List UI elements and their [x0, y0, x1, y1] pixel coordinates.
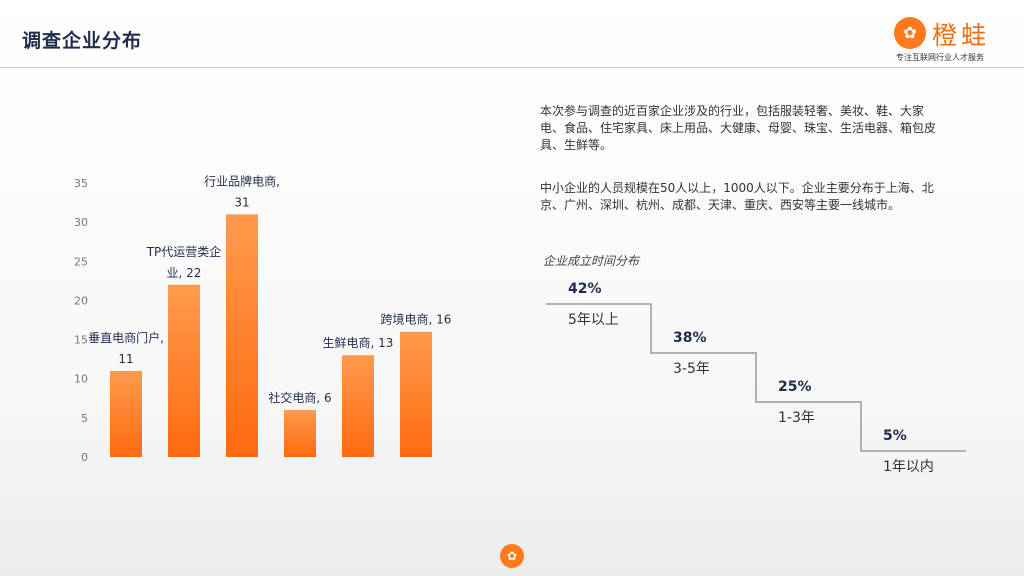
y-tick-label: 15 [74, 334, 88, 347]
bar-data-label: 生鲜电商, 13 [323, 335, 394, 350]
step-percent: 42% [568, 281, 602, 297]
y-tick-label: 5 [81, 412, 88, 425]
bar-data-label: 社交电商, 6 [268, 390, 331, 405]
industry-bar-chart: 0 5 10 15 20 25 30 35 垂直电商门户, 11 TP代运营类企 业, 22 行业品牌电… [60, 170, 480, 470]
bar-2 [226, 214, 258, 457]
bar-4 [342, 355, 374, 457]
bar-data-label: 垂直电商门户, [88, 330, 164, 345]
lotus-logo-icon: ✿ [894, 17, 926, 49]
logo-name: 橙蛙 [932, 21, 991, 50]
step-percent: 25% [778, 379, 812, 395]
y-tick-label: 20 [74, 294, 88, 307]
bar-data-label: TP代运营类企 [146, 244, 222, 259]
y-tick-label: 10 [74, 373, 88, 386]
bar-0 [110, 370, 142, 457]
bar-data-label: 31 [234, 195, 249, 209]
y-tick-label: 0 [81, 451, 88, 464]
bar-data-label: 行业品牌电商, [204, 173, 280, 188]
bar-data-label: 业, 22 [167, 266, 202, 280]
brand-logo: ✿ 橙蛙 专注互联网行业人才服务 [894, 14, 1004, 64]
bar-5 [400, 331, 432, 457]
founding-time-step-chart: 42% 5年以上 38% 3-5年 25% 1-3年 5% 1年以内 [540, 270, 980, 480]
header-divider [0, 67, 1024, 68]
step-lines [546, 303, 966, 452]
step-category: 1年以内 [883, 459, 934, 475]
logo-tagline: 专注互联网行业人才服务 [896, 53, 984, 62]
y-tick-label: 25 [74, 255, 88, 268]
step-percent: 5% [883, 428, 907, 444]
page-title: 调查企业分布 [22, 30, 143, 52]
bar-3 [284, 410, 316, 457]
bar-data-label: 跨境电商, 16 [381, 312, 452, 327]
scale-paragraph: 中小企业的人员规模在50人以上，1000人以下。企业主要分布于上海、北京、广州、… [540, 181, 934, 212]
bar-1 [168, 284, 200, 457]
industry-paragraph: 本次参与调查的近百家企业涉及的行业，包括服装轻奢、美妆、鞋、大家电、食品、住宅家… [540, 104, 937, 152]
bar-data-label: 11 [118, 352, 133, 366]
footer-logo-icon: ✿ [500, 544, 524, 568]
y-tick-label: 35 [74, 177, 88, 190]
step-line [546, 303, 966, 452]
y-tick-label: 30 [74, 216, 88, 229]
step-category: 3-5年 [673, 361, 710, 377]
step-category: 1-3年 [778, 410, 815, 426]
step-percent: 38% [673, 330, 707, 346]
step-category: 5年以上 [568, 312, 619, 328]
step-chart-title: 企业成立时间分布 [543, 254, 640, 268]
